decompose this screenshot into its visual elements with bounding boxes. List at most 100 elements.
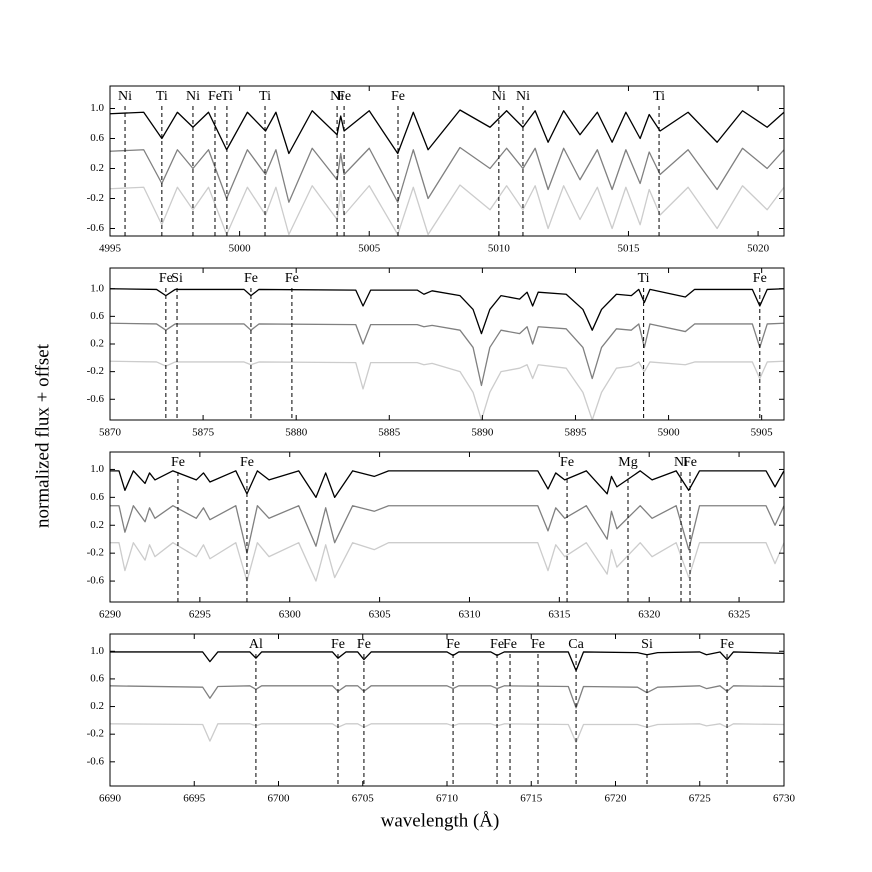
y-tick-label: -0.2 [87, 365, 104, 377]
marker-label: Ni [516, 89, 530, 104]
spectrum-line [110, 146, 784, 203]
y-tick-label: 0.2 [90, 519, 104, 531]
x-tick-label: 5870 [99, 427, 122, 439]
spectrum-line [110, 288, 784, 335]
marker-label: Fe [683, 455, 697, 470]
x-tick-label: 6710 [436, 793, 459, 805]
x-tick-label: 5010 [488, 243, 511, 255]
x-tick-label: 6305 [369, 609, 392, 621]
y-tick-label: 1.0 [90, 463, 104, 475]
marker-label: Fe [446, 637, 460, 652]
spectrum-line [110, 184, 784, 236]
marker-label: Ni [674, 455, 688, 470]
x-tick-label: 6320 [638, 609, 661, 621]
x-tick-label: 5900 [658, 427, 681, 439]
marker-label: Ni [492, 89, 506, 104]
marker-label: Fe [337, 89, 351, 104]
y-tick-label: 0.6 [90, 132, 104, 144]
x-tick-label: 5905 [751, 427, 774, 439]
y-tick-label: 0.6 [90, 491, 104, 503]
marker-label: Fe [357, 637, 371, 652]
x-tick-label: 6700 [268, 793, 291, 805]
x-tick-label: 5000 [229, 243, 252, 255]
x-tick-label: 6325 [728, 609, 751, 621]
marker-label: Fe [285, 271, 299, 286]
marker-label: Fe [240, 455, 254, 470]
y-tick-label: 1.0 [90, 282, 104, 294]
marker-label: Fe [159, 271, 173, 286]
marker-label: Ti [638, 271, 650, 286]
marker-label: Fe [331, 637, 345, 652]
y-tick-label: -0.6 [87, 755, 105, 767]
plot-area [110, 288, 784, 420]
marker-label: Fe [720, 637, 734, 652]
y-tick-label: -0.2 [87, 192, 104, 204]
marker-label: Fe [208, 89, 222, 104]
marker-label: Fe [560, 455, 574, 470]
x-tick-label: 5890 [471, 427, 494, 439]
spectrum-line [110, 505, 784, 554]
marker-label: Fe [171, 455, 185, 470]
y-tick-label: -0.2 [87, 728, 104, 740]
spectrum-line [110, 542, 784, 582]
spectrum-line [110, 651, 784, 672]
marker-label: Ti [221, 89, 233, 104]
x-tick-label: 5875 [192, 427, 215, 439]
marker-label: Fe [490, 637, 504, 652]
x-tick-label: 6295 [189, 609, 212, 621]
marker-label: Fe [531, 637, 545, 652]
axes-frame [109, 451, 785, 603]
marker-label: Ca [568, 637, 584, 652]
x-tick-label: 5895 [564, 427, 587, 439]
x-tick-label: 6730 [773, 793, 796, 805]
x-axis-label: wavelength (Å) [381, 810, 500, 831]
y-tick-label: 1.0 [90, 102, 104, 114]
marker-label: Si [171, 271, 183, 286]
x-tick-label: 5880 [285, 427, 308, 439]
x-tick-label: 6315 [548, 609, 571, 621]
x-tick-label: 5015 [617, 243, 640, 255]
marker-label: Ti [156, 89, 168, 104]
marker-label: Fe [244, 271, 258, 286]
y-tick-label: -0.6 [87, 575, 105, 587]
y-tick-label: 0.2 [90, 700, 104, 712]
marker-label: Mg [618, 455, 637, 470]
plot-area [110, 470, 784, 582]
marker-label: Ni [186, 89, 200, 104]
marker-label: Fe [753, 271, 767, 286]
spectrum-line [110, 322, 784, 387]
x-tick-label: 6690 [99, 793, 122, 805]
marker-label: Fe [503, 637, 517, 652]
y-tick-label: 0.2 [90, 162, 104, 174]
marker-label: Ni [118, 89, 132, 104]
marker-label: Ti [653, 89, 665, 104]
x-tick-label: 6310 [458, 609, 481, 621]
y-tick-label: 1.0 [90, 645, 104, 657]
spectrum-line [110, 470, 784, 498]
x-tick-label: 5885 [378, 427, 401, 439]
spectrum-line [110, 360, 784, 420]
y-tick-label: -0.2 [87, 547, 104, 559]
y-axis-label: normalized flux + offset [32, 343, 53, 528]
marker-label: Al [249, 637, 263, 652]
x-tick-label: 4995 [99, 243, 122, 255]
x-tick-label: 6720 [605, 793, 628, 805]
plot-area [110, 109, 784, 236]
x-tick-label: 6705 [352, 793, 375, 805]
x-tick-label: 5020 [747, 243, 770, 255]
x-tick-label: 6300 [279, 609, 302, 621]
x-tick-label: 6725 [689, 793, 712, 805]
marker-label: Si [641, 637, 653, 652]
y-tick-label: 0.6 [90, 672, 104, 684]
y-tick-label: -0.6 [87, 393, 105, 405]
x-tick-label: 6715 [520, 793, 543, 805]
y-tick-label: -0.6 [87, 222, 105, 234]
x-tick-label: 6695 [183, 793, 206, 805]
x-tick-label: 6290 [99, 609, 122, 621]
